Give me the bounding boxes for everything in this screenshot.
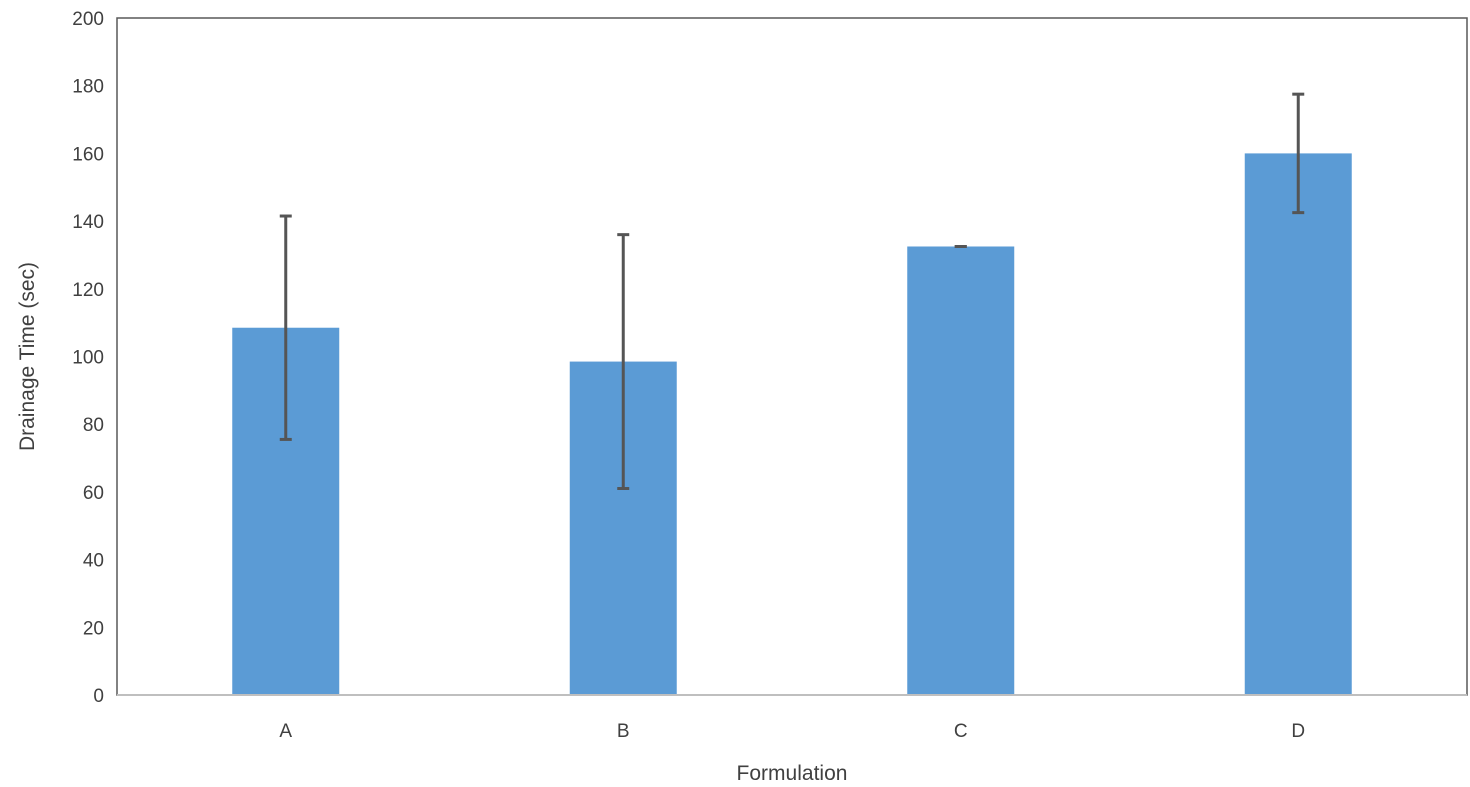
y-tick-label: 80 (83, 415, 104, 436)
x-tick-label-C: C (954, 721, 968, 742)
x-tick-label-D: D (1291, 721, 1305, 742)
error-bar-D (1292, 92, 1305, 215)
bar-C (907, 246, 1015, 696)
x-axis-title: Formulation (737, 762, 848, 785)
y-tick-label: 40 (83, 551, 104, 572)
y-tick-label: 100 (72, 348, 104, 369)
y-tick-label: 120 (72, 280, 104, 301)
error-bars (279, 92, 1305, 491)
bar-D (1244, 153, 1352, 695)
y-axis-ticks: 0 20 40 60 80 100 120 140 160 180 200 (72, 9, 104, 707)
y-tick-label: 20 (83, 618, 104, 639)
y-tick-label: 180 (72, 77, 104, 98)
y-tick-label: 140 (72, 212, 104, 233)
y-axis-title: Drainage Time (sec) (16, 262, 39, 451)
x-tick-label-B: B (617, 721, 630, 742)
y-tick-label: 60 (83, 483, 104, 504)
x-axis-ticks: A B C D (279, 721, 1305, 742)
error-bar-A (279, 214, 292, 441)
x-tick-label-A: A (279, 721, 292, 742)
y-tick-label: 200 (72, 9, 104, 30)
y-tick-label: 160 (72, 144, 104, 165)
bars (232, 153, 1352, 696)
y-tick-label: 0 (93, 686, 104, 707)
error-bar-B (617, 233, 630, 491)
